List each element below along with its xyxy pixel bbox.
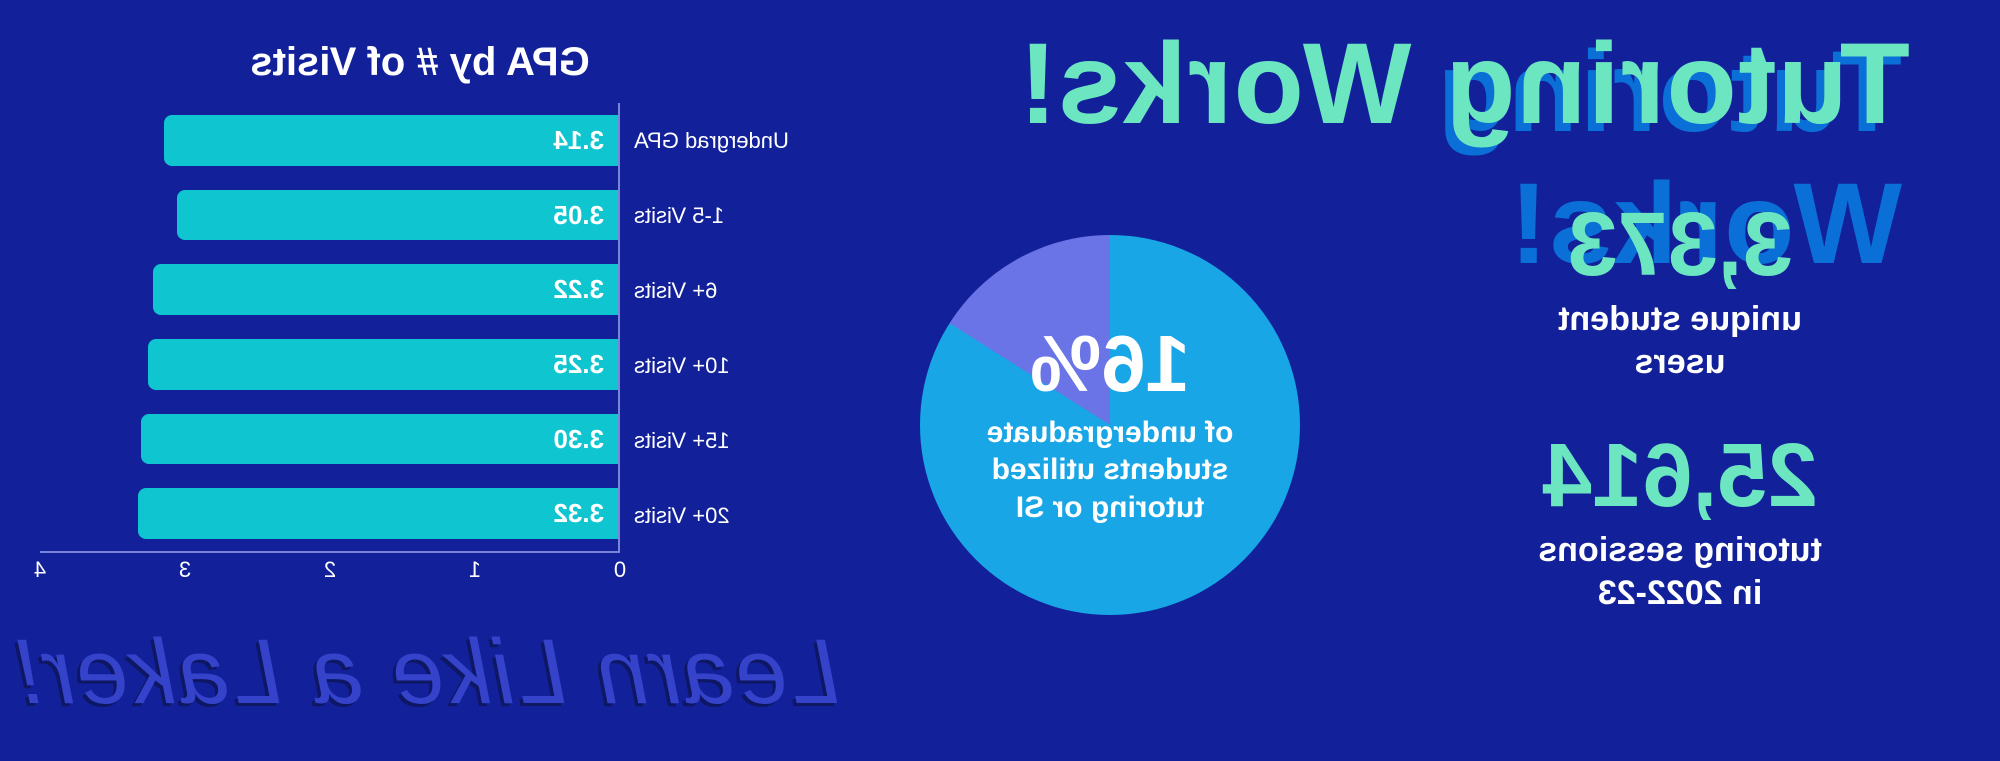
chart-ylabel: Undergrad GPA — [620, 103, 800, 178]
chart-xtick: 1 — [469, 557, 481, 583]
headline-front: Tutoring Works! — [1018, 20, 1910, 148]
chart-bar-row: 3.14 — [40, 103, 618, 178]
stat-caption: unique student users — [1420, 298, 1940, 383]
chart-bar-row: 3.32 — [40, 476, 618, 551]
chart-xtick: 3 — [179, 557, 191, 583]
chart-xaxis: 01234 — [40, 557, 620, 597]
chart-bar: 3.25 — [148, 339, 618, 390]
pie-chart: 16% of undergraduate students utilized t… — [920, 235, 1300, 615]
chart-bar-row: 3.25 — [40, 327, 618, 402]
pie-caption: of undergraduate students utilized tutor… — [987, 414, 1234, 527]
headline: Tutoring Works! Tutoring Works! — [1018, 18, 1910, 150]
chart-ylabel: 15+ Visits — [620, 403, 800, 478]
chart-bar: 3.22 — [153, 264, 618, 315]
chart-ylabel: 1-5 Visits — [620, 178, 800, 253]
chart-xtick: 0 — [614, 557, 626, 583]
chart-plot-area: 3.14 3.05 3.22 3.25 3.30 3.32 — [40, 103, 620, 553]
chart-bar-row: 3.30 — [40, 402, 618, 477]
chart-title: GPA by # of Visits — [40, 40, 800, 85]
chart-bar: 3.14 — [164, 115, 618, 166]
tagline: Learn Like a Laker! — [14, 620, 840, 725]
stat-caption: tutoring sessions in 2022-23 — [1420, 529, 1940, 614]
chart-bars: 3.14 3.05 3.22 3.25 3.30 3.32 — [40, 103, 618, 551]
chart-bar: 3.30 — [141, 414, 618, 465]
chart-bar: 3.32 — [138, 488, 618, 539]
gpa-bar-chart: GPA by # of Visits Undergrad GPA1-5 Visi… — [40, 40, 800, 593]
stat-sessions: 25,614 tutoring sessions in 2022-23 — [1420, 431, 1940, 614]
chart-xtick: 4 — [34, 557, 46, 583]
stat-unique-users: 3,373 unique student users — [1420, 200, 1940, 383]
stats-column: 3,373 unique student users 25,614 tutori… — [1420, 200, 1940, 614]
chart-ylabels: Undergrad GPA1-5 Visits6+ Visits10+ Visi… — [620, 103, 800, 553]
chart-ylabel: 6+ Visits — [620, 253, 800, 328]
chart-bar-row: 3.22 — [40, 252, 618, 327]
stat-value: 3,373 — [1420, 200, 1940, 290]
pie-percent: 16% — [1030, 324, 1190, 404]
stat-value: 25,614 — [1420, 431, 1940, 521]
chart-ylabel: 20+ Visits — [620, 478, 800, 553]
chart-xtick: 2 — [324, 557, 336, 583]
chart-bar: 3.05 — [177, 190, 618, 241]
chart-bar-row: 3.05 — [40, 178, 618, 253]
pie-label: 16% of undergraduate students utilized t… — [920, 235, 1300, 615]
chart-ylabel: 10+ Visits — [620, 328, 800, 403]
